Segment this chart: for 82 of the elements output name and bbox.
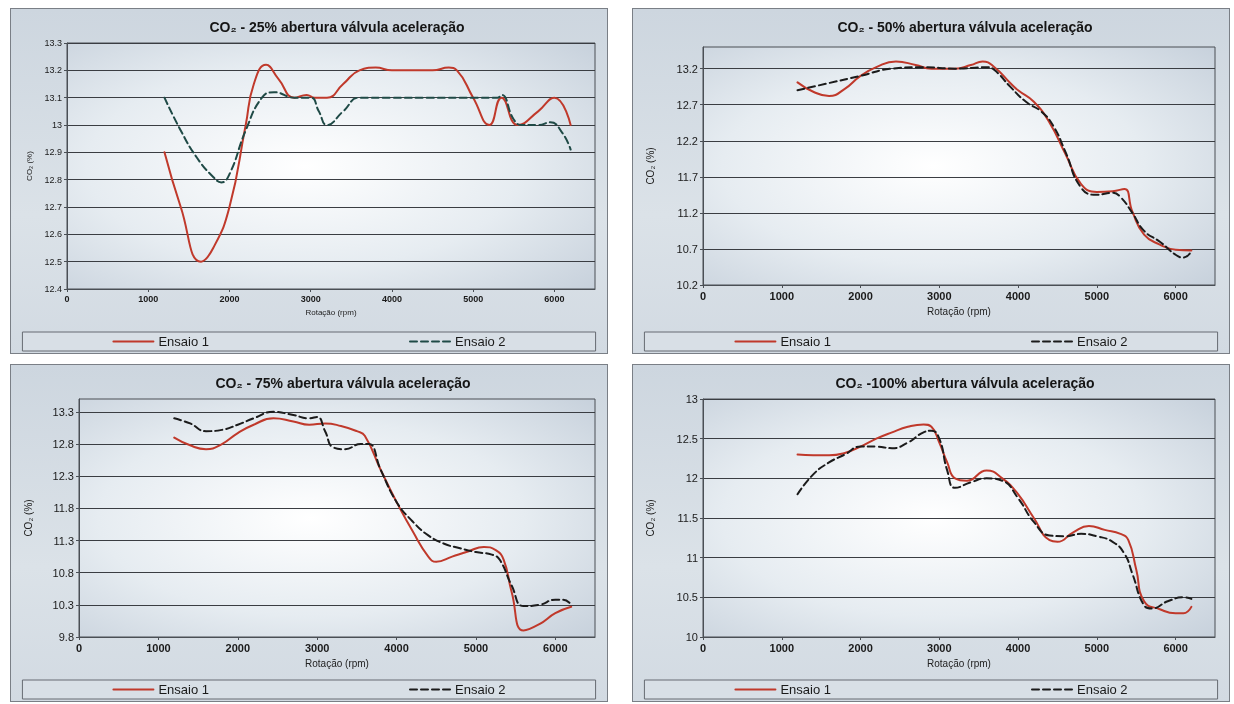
legend-label: Ensaio 1 <box>780 682 831 697</box>
x-tick-label: 3000 <box>304 641 330 654</box>
y-tick-label: 13 <box>51 120 62 130</box>
x-tick-label: 0 <box>75 641 83 654</box>
x-axis-title: Rotação (rpm) <box>305 307 357 317</box>
x-tick-label: 5000 <box>1084 289 1110 302</box>
x-tick-label: 5000 <box>463 641 489 654</box>
y-tick-label: 13.3 <box>44 38 62 48</box>
y-tick-label: 10.7 <box>676 242 698 255</box>
y-axis-title: CO₂ (%) <box>644 499 656 537</box>
x-tick-label: 4000 <box>381 293 402 304</box>
y-tick-label: 11 <box>686 551 698 564</box>
x-tick-label: 6000 <box>544 293 565 304</box>
y-tick-label: 12.7 <box>44 202 62 212</box>
x-tick-label: 4000 <box>1005 641 1031 654</box>
y-tick-label: 10.2 <box>676 279 698 291</box>
legend-label: Ensaio 1 <box>780 334 831 349</box>
chart-title: CO₂ - 25% abertura válvula aceleração <box>209 19 465 35</box>
chart-title: CO₂ - 50% abertura válvula aceleração <box>837 19 1093 35</box>
y-tick-label: 13 <box>685 393 698 405</box>
y-tick-label: 11.8 <box>53 502 74 515</box>
y-tick-label: 12.6 <box>44 229 62 240</box>
x-tick-label: 0 <box>699 289 707 302</box>
legend-label: Ensaio 2 <box>455 334 506 349</box>
x-tick-label: 6000 <box>1163 289 1188 302</box>
y-tick-label: 12.5 <box>676 432 698 445</box>
x-tick-label: 4000 <box>384 641 409 654</box>
y-tick-label: 13.1 <box>44 92 62 103</box>
y-tick-label: 10.8 <box>52 566 74 579</box>
x-tick-label: 2000 <box>219 293 240 304</box>
y-tick-label: 12 <box>685 472 698 485</box>
x-tick-label: 3000 <box>927 641 952 654</box>
y-tick-label: 11.5 <box>677 512 698 524</box>
y-tick-label: 12.3 <box>52 470 74 483</box>
line-series <box>163 91 572 184</box>
y-tick-label: 13.3 <box>52 405 74 418</box>
y-tick-label: 10.5 <box>676 591 698 604</box>
x-tick-label: 0 <box>699 641 707 654</box>
legend-label: Ensaio 2 <box>455 682 506 697</box>
y-axis-title: CO₂ (%) <box>22 499 34 537</box>
y-tick-label: 12.7 <box>676 98 698 111</box>
x-tick-label: 0 <box>64 293 70 304</box>
legend-label: Ensaio 2 <box>1077 334 1128 349</box>
y-axis-title: CO₂ (%) <box>644 147 656 185</box>
y-tick-label: 12.8 <box>44 174 62 185</box>
x-tick-label: 2000 <box>848 289 873 302</box>
y-tick-label: 11.2 <box>677 206 698 219</box>
y-axis-title: CO₂ (%) <box>24 150 34 181</box>
x-axis-title: Rotação (rpm) <box>927 657 991 669</box>
y-tick-label: 11.3 <box>53 534 74 547</box>
x-tick-label: 3000 <box>300 293 321 304</box>
y-tick-label: 12.2 <box>676 134 698 147</box>
x-tick-label: 3000 <box>927 289 952 302</box>
y-tick-label: 12.8 <box>52 438 74 451</box>
x-tick-label: 2000 <box>225 641 251 654</box>
x-tick-label: 1000 <box>146 641 171 654</box>
x-tick-label: 1000 <box>769 641 795 654</box>
y-tick-label: 12.5 <box>44 256 62 267</box>
y-tick-label: 10 <box>685 631 698 643</box>
x-tick-label: 6000 <box>1163 641 1188 654</box>
legend-label: Ensaio 2 <box>1077 682 1128 697</box>
legend-label: Ensaio 1 <box>158 682 209 697</box>
y-tick-label: 12.4 <box>44 284 62 294</box>
x-tick-label: 4000 <box>1005 289 1031 302</box>
chart-title: CO₂ - 75% abertura válvula aceleração <box>215 375 471 391</box>
x-tick-label: 5000 <box>463 293 484 304</box>
line-series <box>163 63 572 263</box>
x-axis-title: Rotação (rpm) <box>927 305 991 317</box>
x-tick-label: 2000 <box>848 641 873 654</box>
x-tick-label: 1000 <box>138 293 159 304</box>
legend-label: Ensaio 1 <box>158 334 209 349</box>
y-tick-label: 10.3 <box>52 598 74 611</box>
x-tick-label: 1000 <box>769 289 795 302</box>
chart-title: CO₂ -100% abertura válvula aceleração <box>835 375 1095 391</box>
y-tick-label: 9.8 <box>58 631 74 643</box>
x-tick-label: 6000 <box>543 641 568 654</box>
x-axis-title: Rotação (rpm) <box>305 657 369 669</box>
y-tick-label: 11.7 <box>677 170 698 183</box>
y-tick-label: 12.9 <box>44 147 62 158</box>
x-tick-label: 5000 <box>1084 641 1110 654</box>
y-tick-label: 13.2 <box>44 65 62 76</box>
y-tick-label: 13.2 <box>676 62 698 75</box>
